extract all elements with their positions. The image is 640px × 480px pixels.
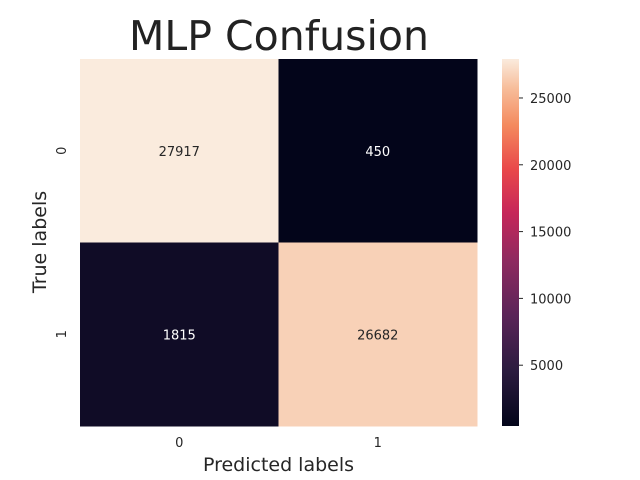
x-tick-label: 1 — [374, 436, 382, 451]
y-tick-label: 0 — [55, 147, 70, 155]
colorbar-ticks: 5000 10000 15000 20000 25000 — [519, 92, 571, 374]
x-axis-label: Predicted labels — [203, 454, 354, 476]
cell-value-label: 27917 — [159, 145, 200, 160]
cell-value-label: 450 — [365, 145, 390, 160]
colorbar-tick-label: 5000 — [530, 359, 563, 374]
heatmap-cell — [80, 242, 279, 427]
y-axis-label: True labels — [29, 191, 51, 294]
y-tick-labels: 01 — [55, 147, 70, 339]
cell-value-label: 1815 — [163, 328, 196, 343]
heatmap-cell — [278, 242, 478, 427]
heatmap-cell — [80, 59, 279, 243]
colorbar-tick-label: 20000 — [530, 159, 571, 174]
heatmap-cell — [278, 59, 478, 243]
chart-title: MLP Confusion — [129, 12, 429, 60]
colorbar-tick-label: 10000 — [530, 292, 571, 307]
colorbar-tick-label: 15000 — [530, 226, 571, 241]
cell-value-label: 26682 — [357, 328, 398, 343]
x-tick-label: 0 — [175, 436, 183, 451]
y-tick-label: 1 — [55, 330, 70, 338]
heatmap-cells: 27917 450 1815 26682 — [80, 59, 478, 427]
colorbar — [502, 59, 519, 426]
colorbar-tick-label: 25000 — [530, 92, 571, 107]
